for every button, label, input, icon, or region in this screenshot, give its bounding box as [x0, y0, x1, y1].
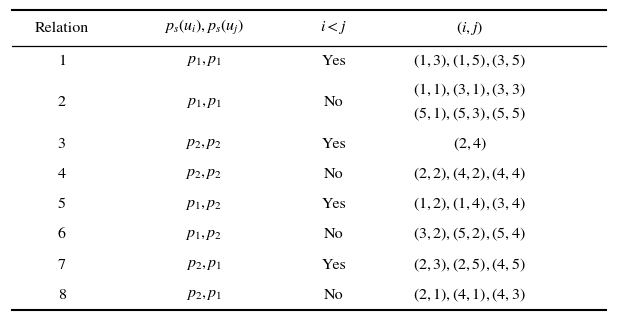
Text: $p_s(u_i), p_s(u_j)$: $p_s(u_i), p_s(u_j)$: [164, 19, 244, 37]
Text: $(1,1), (3,1), (3,3)$: $(1,1), (3,1), (3,3)$: [413, 82, 526, 99]
Text: $(2,3), (2,5), (4,5)$: $(2,3), (2,5), (4,5)$: [413, 256, 526, 274]
Text: Yes: Yes: [321, 198, 346, 211]
Text: 8: 8: [58, 289, 66, 302]
Text: $p_2, p_1$: $p_2, p_1$: [186, 288, 222, 302]
Text: 1: 1: [58, 55, 66, 68]
Text: $p_2, p_2$: $p_2, p_2$: [185, 137, 222, 151]
Text: $i < j$: $i < j$: [321, 20, 347, 36]
Text: 3: 3: [58, 137, 66, 151]
Text: $p_2, p_1$: $p_2, p_1$: [186, 258, 222, 272]
Text: Yes: Yes: [321, 258, 346, 272]
Text: No: No: [324, 289, 344, 302]
Text: $p_1, p_1$: $p_1, p_1$: [186, 96, 222, 110]
Text: 7: 7: [58, 258, 66, 272]
Text: $(3,2), (5,2), (5,4)$: $(3,2), (5,2), (5,4)$: [413, 226, 526, 244]
Text: $(i,j)$: $(i,j)$: [456, 19, 483, 37]
Text: 2: 2: [58, 96, 66, 109]
Text: $(2,1), (4,1), (4,3)$: $(2,1), (4,1), (4,3)$: [413, 287, 526, 304]
Text: Yes: Yes: [321, 55, 346, 68]
Text: 6: 6: [58, 228, 66, 242]
Text: $(2,4)$: $(2,4)$: [452, 135, 487, 153]
Text: 4: 4: [57, 168, 66, 181]
Text: $p_2, p_2$: $p_2, p_2$: [185, 167, 222, 181]
Text: $(5,1), (5,3), (5,5)$: $(5,1), (5,3), (5,5)$: [413, 106, 526, 124]
Text: $p_1, p_1$: $p_1, p_1$: [186, 54, 222, 68]
Text: 5: 5: [58, 198, 66, 211]
Text: No: No: [324, 228, 344, 242]
Text: No: No: [324, 96, 344, 109]
Text: $p_1, p_2$: $p_1, p_2$: [185, 197, 222, 212]
Text: $(1,3), (1,5), (3,5)$: $(1,3), (1,5), (3,5)$: [413, 52, 526, 70]
Text: $(2,2), (4,2), (4,4)$: $(2,2), (4,2), (4,4)$: [413, 166, 526, 183]
Text: $(1,2), (1,4), (3,4)$: $(1,2), (1,4), (3,4)$: [413, 196, 526, 213]
Text: Relation: Relation: [35, 21, 89, 35]
Text: No: No: [324, 168, 344, 181]
Text: $p_1, p_2$: $p_1, p_2$: [185, 228, 222, 242]
Text: Yes: Yes: [321, 137, 346, 151]
